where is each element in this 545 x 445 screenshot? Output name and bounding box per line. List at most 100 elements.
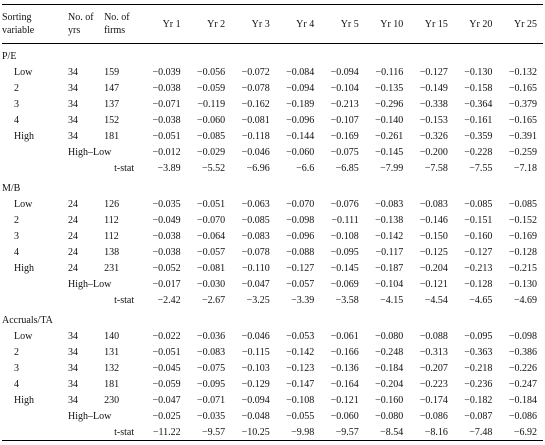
cell-value: −6.96 bbox=[246, 162, 270, 174]
years: 34 bbox=[68, 346, 79, 358]
cell-value: −0.038 bbox=[152, 82, 181, 94]
cell-value: −0.145 bbox=[375, 146, 404, 158]
data-row: 2 34 147 −0.038 −0.059 −0.078 −0.094 −0.104 −0.1… bbox=[2, 80, 543, 96]
cell-value: −0.158 bbox=[464, 82, 493, 94]
cell-value: −0.135 bbox=[375, 82, 404, 94]
section-row: M/B bbox=[2, 176, 543, 196]
cell-value: −0.189 bbox=[286, 98, 315, 110]
cell-value: −0.088 bbox=[419, 330, 448, 342]
section-title: M/B bbox=[2, 182, 21, 194]
cell-value: −0.140 bbox=[375, 114, 404, 126]
cell-value: −0.083 bbox=[197, 346, 226, 358]
cell-value: −4.54 bbox=[424, 294, 448, 306]
cell-value: −7.55 bbox=[469, 162, 493, 174]
cell-value: −0.036 bbox=[197, 330, 226, 342]
cell-value: −0.060 bbox=[286, 146, 315, 158]
cell-value: −0.038 bbox=[152, 114, 181, 126]
cell-value: −0.132 bbox=[508, 66, 537, 78]
cell-value: −0.083 bbox=[241, 230, 270, 242]
column-header: Yr 25 bbox=[498, 5, 543, 44]
cell-value: −0.213 bbox=[330, 98, 359, 110]
cell-value: −2.67 bbox=[202, 294, 226, 306]
table-body: P/E Low 34 159 −0.039 −0.056 −0.072 −0.084 −0.09… bbox=[2, 44, 543, 441]
cell-value: −4.65 bbox=[469, 294, 493, 306]
cell-value: −0.075 bbox=[330, 146, 359, 158]
tstat-label: t-stat bbox=[114, 162, 135, 174]
cell-value: −0.127 bbox=[419, 66, 448, 78]
years: 34 bbox=[68, 330, 79, 342]
tstat-row: t-stat −2.42 −2.67 −3.25 −3.39 −3.58 −4.15 −4.5… bbox=[2, 292, 543, 308]
cell-value: −0.116 bbox=[375, 66, 404, 78]
firms: 181 bbox=[104, 130, 120, 142]
row-label: High bbox=[14, 262, 34, 274]
data-row: 4 34 181 −0.059 −0.095 −0.129 −0.147 −0.164 −0.2… bbox=[2, 376, 543, 392]
cell-value: −7.58 bbox=[424, 162, 448, 174]
cell-value: −0.078 bbox=[241, 246, 270, 258]
cell-value: −0.207 bbox=[419, 362, 448, 374]
cell-value: −0.130 bbox=[508, 278, 537, 290]
section-row: P/E bbox=[2, 44, 543, 65]
data-row: Low 24 126 −0.035 −0.051 −0.063 −0.070 −0.076 −0… bbox=[2, 196, 543, 212]
header-text: Yr 20 bbox=[469, 18, 493, 30]
cell-value: −0.051 bbox=[152, 130, 181, 142]
cell-value: −0.161 bbox=[464, 114, 493, 126]
years: 34 bbox=[68, 82, 79, 94]
cell-value: −0.166 bbox=[330, 346, 359, 358]
spacer bbox=[2, 292, 66, 308]
data-row: High 34 181 −0.051 −0.085 −0.118 −0.144 −0.169 −… bbox=[2, 128, 543, 144]
cell-value: −0.184 bbox=[508, 394, 537, 406]
data-row: 2 24 112 −0.049 −0.070 −0.085 −0.098 −0.111 −0.1… bbox=[2, 212, 543, 228]
cell-value: −10.25 bbox=[241, 426, 270, 438]
cell-value: −6.6 bbox=[296, 162, 315, 174]
cell-value: −0.160 bbox=[375, 394, 404, 406]
cell-value: −0.108 bbox=[330, 230, 359, 242]
cell-value: −0.128 bbox=[508, 246, 537, 258]
row-label: 2 bbox=[14, 214, 19, 226]
cell-value: −0.039 bbox=[152, 66, 181, 78]
cell-value: −0.117 bbox=[375, 246, 404, 258]
cell-value: −0.047 bbox=[152, 394, 181, 406]
cell-value: −9.57 bbox=[202, 426, 226, 438]
spacer bbox=[2, 160, 66, 176]
cell-value: −0.070 bbox=[197, 214, 226, 226]
cell-value: −0.123 bbox=[286, 362, 315, 374]
cell-value: −0.045 bbox=[152, 362, 181, 374]
cell-value: −0.204 bbox=[419, 262, 448, 274]
cell-value: −2.42 bbox=[157, 294, 181, 306]
cell-value: −0.261 bbox=[375, 130, 404, 142]
cell-value: −0.118 bbox=[241, 130, 270, 142]
tstat-row: t-stat −3.89 −5.52 −6.96 −6.6 −6.85 −7.99 −7.58… bbox=[2, 160, 543, 176]
row-label: High bbox=[14, 394, 34, 406]
cell-value: −3.89 bbox=[157, 162, 181, 174]
data-row: 4 34 152 −0.038 −0.060 −0.081 −0.096 −0.107 −0.1… bbox=[2, 112, 543, 128]
data-row: 3 24 112 −0.038 −0.064 −0.083 −0.096 −0.108 −0.1… bbox=[2, 228, 543, 244]
cell-value: −0.095 bbox=[464, 330, 493, 342]
cell-value: −0.379 bbox=[508, 98, 537, 110]
section-title: Accruals/TA bbox=[2, 314, 53, 326]
cell-value: −0.151 bbox=[464, 214, 493, 226]
tstat-label: t-stat bbox=[114, 294, 135, 306]
cell-value: −3.58 bbox=[335, 294, 359, 306]
cell-value: −0.080 bbox=[375, 410, 404, 422]
cell-value: −0.085 bbox=[241, 214, 270, 226]
cell-value: −0.226 bbox=[508, 362, 537, 374]
cell-value: −0.029 bbox=[197, 146, 226, 158]
cell-value: −0.094 bbox=[286, 82, 315, 94]
column-header: Yr 20 bbox=[454, 5, 499, 44]
cell-value: −0.047 bbox=[241, 278, 270, 290]
header-text: Yr 25 bbox=[513, 18, 537, 30]
diff-row: High–Low −0.012 −0.029 −0.046 −0.060 −0.075 −0… bbox=[2, 144, 543, 160]
cell-value: −0.248 bbox=[375, 346, 404, 358]
cell-value: −0.063 bbox=[241, 198, 270, 210]
firms: 126 bbox=[104, 198, 120, 210]
cell-value: −0.142 bbox=[375, 230, 404, 242]
header-text: variable bbox=[2, 25, 35, 36]
cell-value: −0.103 bbox=[241, 362, 270, 374]
header-text: Yr 4 bbox=[296, 18, 315, 30]
years: 34 bbox=[68, 394, 79, 406]
cell-value: −0.076 bbox=[330, 198, 359, 210]
cell-value: −0.236 bbox=[464, 378, 493, 390]
page: {"table": { "header": [["Sorting", "vari… bbox=[0, 4, 545, 445]
row-label: 4 bbox=[14, 246, 19, 258]
firms: 132 bbox=[104, 362, 120, 374]
